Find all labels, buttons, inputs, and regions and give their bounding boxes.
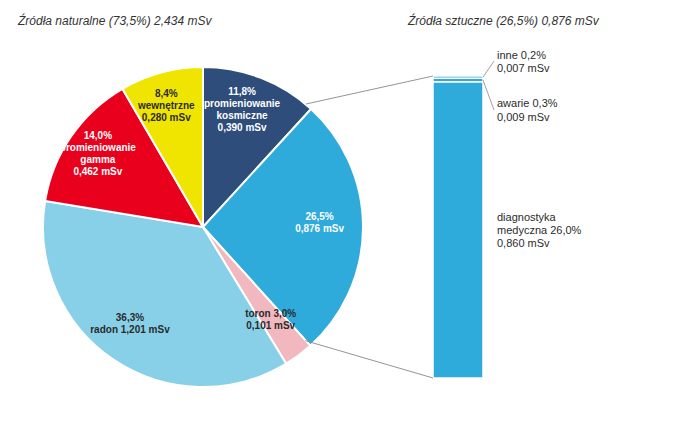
svg-text:14,0%promieniowaniegamma0,462: 14,0%promieniowaniegamma0,462 mSv — [60, 130, 137, 177]
svg-text:toron 3,0%0,101 mSv: toron 3,0%0,101 mSv — [245, 308, 296, 331]
svg-text:8,4%wewnętrzne0,280 mSv: 8,4%wewnętrzne0,280 mSv — [137, 87, 195, 122]
svg-text:inne 0,2%0,007 mSv: inne 0,2%0,007 mSv — [497, 49, 550, 74]
html-text:Źródła naturalne (73,5%) 2,434: Źródła naturalne (73,5%) 2,434 mSv — [18, 14, 212, 28]
svg-text:36,3%radon 1,201 mSv: 36,3%radon 1,201 mSv — [90, 311, 170, 334]
svg-text:11,8%promieniowaniekosmiczne0,: 11,8%promieniowaniekosmiczne0,390 mSv — [204, 85, 281, 132]
svg-text:diagnostykamedyczna 26,0%0,860: diagnostykamedyczna 26,0%0,860 mSv — [497, 211, 582, 249]
svg-text:26,5%0,876 mSv: 26,5%0,876 mSv — [295, 211, 344, 234]
html-text:Źródła sztuczne (26,5%) 0,876: Źródła sztuczne (26,5%) 0,876 mSv — [408, 14, 599, 28]
svg-text:awarie 0,3%0,009 mSv: awarie 0,3%0,009 mSv — [497, 97, 558, 122]
